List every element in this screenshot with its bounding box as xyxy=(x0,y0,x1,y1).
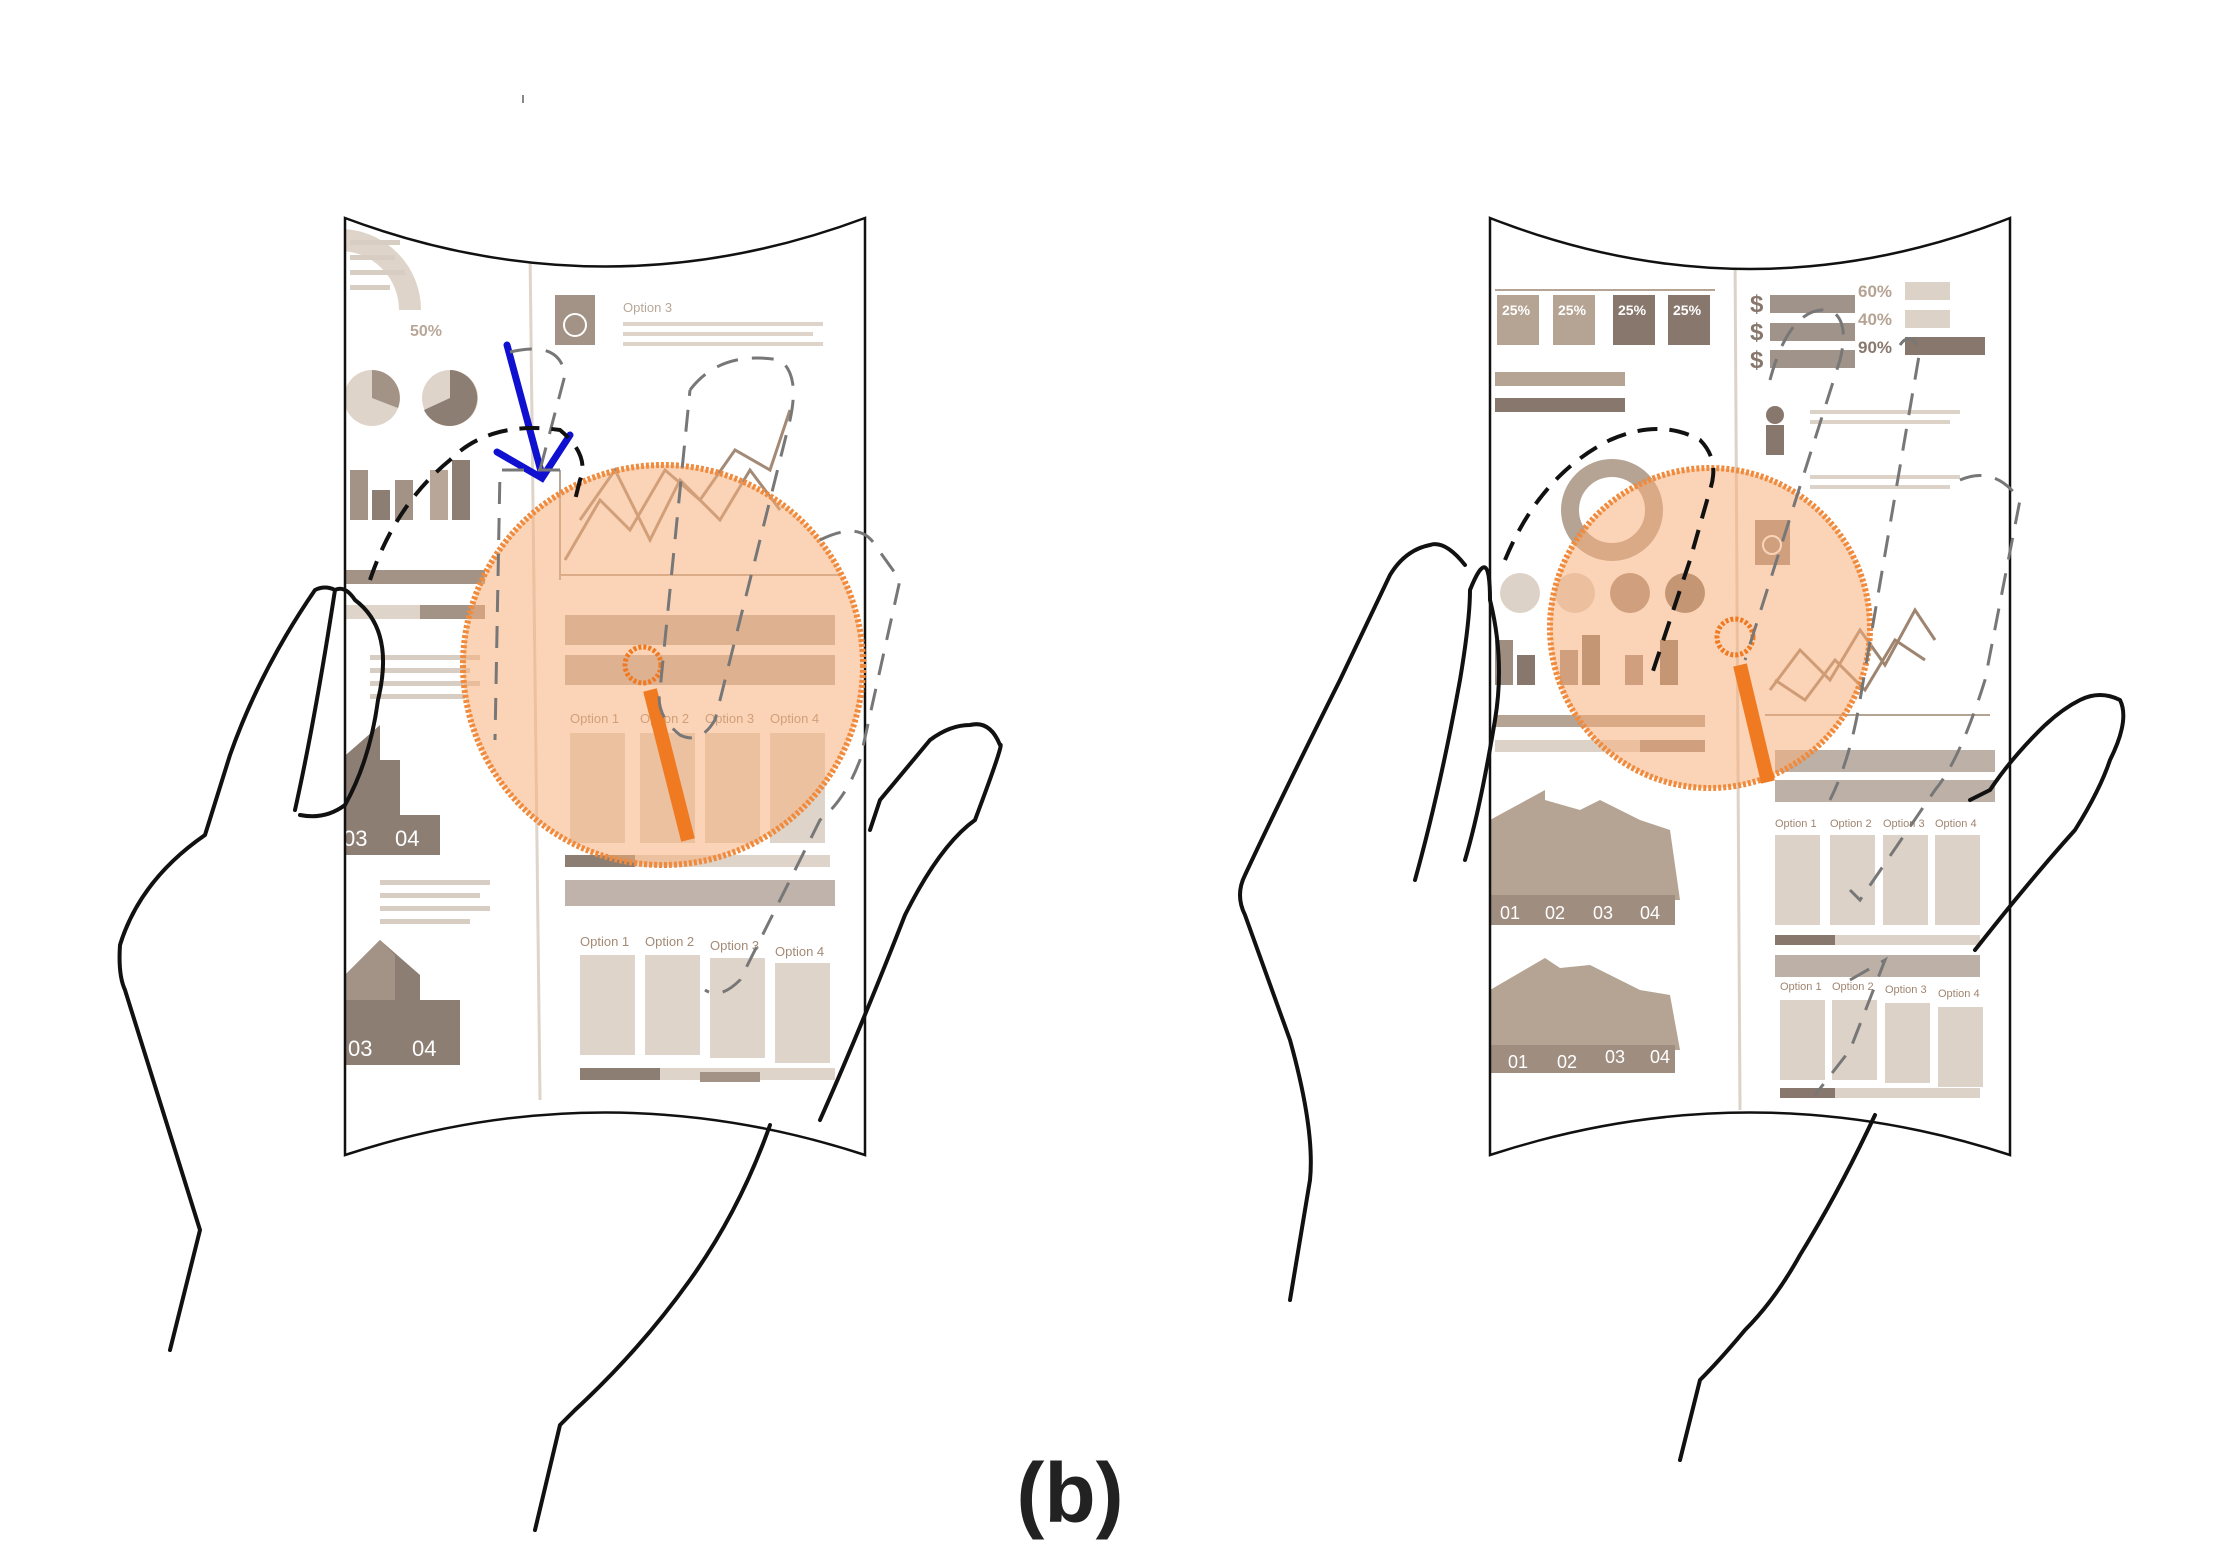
left-device-outline xyxy=(343,216,867,1157)
right-option-heading: Option 4 xyxy=(1935,818,1977,830)
left-magnifier-handle xyxy=(643,688,695,842)
left-hand-outer-edge xyxy=(117,585,337,1352)
left-option-columns-lower: Option 1 Option 2 Option 3 Option 4 xyxy=(580,934,830,1063)
right-house-number: 04 xyxy=(1650,1047,1670,1067)
right-hand-fingers xyxy=(1968,693,2126,952)
svg-text:$: $ xyxy=(1750,291,1764,318)
left-option-heading: Option 2 xyxy=(645,934,694,949)
left-finger-contact-outlines xyxy=(493,347,902,995)
right-house-number: 02 xyxy=(1557,1052,1577,1072)
right-option-heading: Option 4 xyxy=(1938,988,1980,1000)
right-house-chart-lower: 01 02 03 04 xyxy=(1490,958,1680,1073)
right-house-number: 02 xyxy=(1545,903,1565,923)
svg-text:$: $ xyxy=(1750,347,1764,374)
right-option-columns-upper: Option 1 Option 2 Option 3 Option 4 xyxy=(1775,818,1980,925)
left-hand-palm-edge xyxy=(533,1123,772,1532)
right-finger-contact-outlines xyxy=(1743,308,2022,1096)
right-hand-outer-edge xyxy=(1238,542,1467,1302)
right-option-heading: Option 3 xyxy=(1883,818,1925,830)
left-option-heading: Option 4 xyxy=(775,944,824,959)
right-house-number: 04 xyxy=(1640,903,1660,923)
right-device: 25% 25% 25% 25% xyxy=(1238,216,2126,1462)
left-hand-thumb xyxy=(293,586,386,819)
right-option-heading: Option 2 xyxy=(1832,981,1874,993)
left-house-chart-lower: 03 04 xyxy=(345,940,460,1065)
right-person-icon xyxy=(1766,406,1784,455)
right-house-number: 03 xyxy=(1593,903,1613,923)
right-thumb-contact-outline xyxy=(1503,427,1716,681)
right-percent-bar-label: 90% xyxy=(1858,338,1892,357)
right-house-number: 03 xyxy=(1605,1047,1625,1067)
left-hand-fingers xyxy=(818,722,1003,1122)
right-option-heading: Option 2 xyxy=(1830,818,1872,830)
left-pointer-arrow-icon xyxy=(493,341,574,483)
right-option-heading: Option 1 xyxy=(1780,981,1822,993)
left-option-heading: Option 3 xyxy=(623,300,672,315)
left-device: 50% xyxy=(117,216,1003,1532)
left-pie-chart-icon xyxy=(345,370,478,426)
right-option-heading: Option 3 xyxy=(1885,984,1927,996)
right-option-heading: Option 1 xyxy=(1775,818,1817,830)
right-percent-box-label: 25% xyxy=(1618,302,1647,318)
left-thumb-contact-outline xyxy=(368,426,585,581)
left-hand xyxy=(117,585,1003,1532)
right-percent-bar-label: 60% xyxy=(1858,282,1892,301)
left-house-number: 04 xyxy=(395,826,419,851)
right-hand xyxy=(1238,542,2126,1462)
right-option-columns-lower: Option 1 Option 2 Option 3 Option 4 xyxy=(1780,981,1983,1087)
left-percent-label: 50% xyxy=(410,323,442,340)
right-percent-box-label: 25% xyxy=(1558,302,1587,318)
right-house-number: 01 xyxy=(1500,903,1520,923)
right-house-number: 01 xyxy=(1508,1052,1528,1072)
right-house-chart-upper: 01 02 03 04 xyxy=(1490,790,1680,925)
right-percent-box-label: 25% xyxy=(1673,302,1702,318)
left-passport-icon xyxy=(555,295,595,345)
right-magnifier-handle xyxy=(1733,663,1775,784)
left-house-number: 03 xyxy=(343,826,367,851)
figure-caption: (b) xyxy=(1016,1446,1124,1540)
right-device-outline xyxy=(1488,216,2012,1157)
right-percent-boxes: 25% 25% 25% 25% xyxy=(1497,295,1710,345)
left-option-heading: Option 3 xyxy=(710,938,759,953)
right-magnifier-lens xyxy=(1547,465,1873,791)
right-people-icon xyxy=(1495,372,1625,412)
left-house-chart-upper: 03 04 xyxy=(343,725,440,855)
right-hand-thumb xyxy=(1413,565,1501,882)
right-percent-bars: 60% 40% 90% xyxy=(1858,282,1985,357)
svg-text:$: $ xyxy=(1750,319,1764,346)
right-hand-palm-edge xyxy=(1678,1113,1877,1462)
right-percent-box-label: 25% xyxy=(1502,302,1531,318)
left-option-heading: Option 1 xyxy=(580,934,629,949)
right-infographic: 25% 25% 25% 25% xyxy=(1490,249,1995,1111)
left-house-number: 04 xyxy=(412,1036,436,1061)
left-house-number: 03 xyxy=(348,1036,372,1061)
right-percent-bar-label: 40% xyxy=(1858,310,1892,329)
